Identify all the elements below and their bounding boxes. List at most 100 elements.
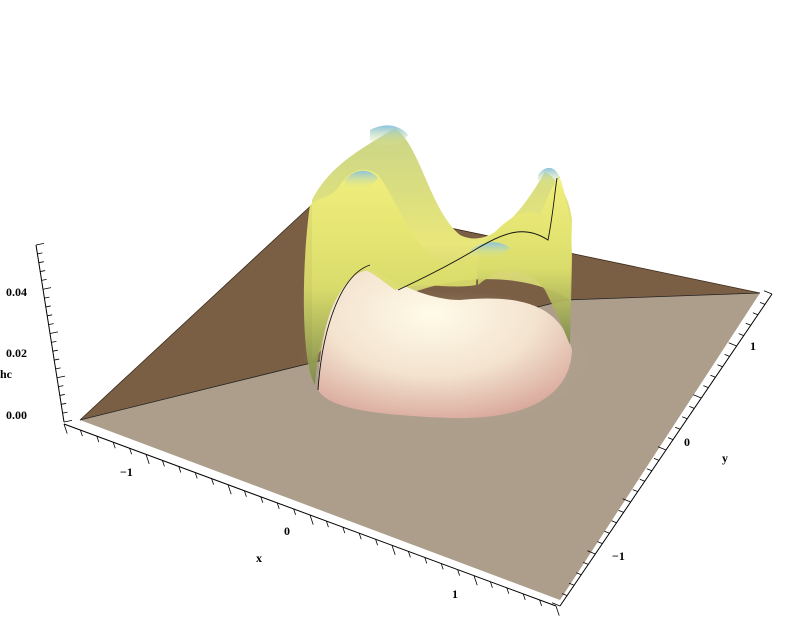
y-tick-mark [745,322,751,326]
y-tick-mark [674,426,681,430]
x-tick-mark [293,508,296,516]
y-tick-mark [657,446,667,451]
x-tick-mark [539,599,542,607]
x-tick-mark [194,472,198,479]
z-tick-mark [35,243,45,246]
z-tick-mark [62,411,68,414]
y-tick-mark [763,290,773,295]
x-tick-mark [424,557,428,564]
z-tick-mark [47,314,53,317]
x-tick-mark [457,569,460,576]
z-tick-mark [42,287,52,290]
z-tick-mark [59,394,65,396]
x-tick-mark [309,514,314,525]
y-tick-mark [561,593,568,596]
y-tick-mark [689,406,695,409]
z-tick-mark [56,375,66,379]
y-tick-mark [632,489,638,492]
x-tick-mark [342,527,346,534]
y-tick-mark [710,374,716,378]
z-tick-label: 0.00 [6,408,27,422]
x-tick-mark [260,496,264,503]
x-tick-mark [96,436,100,443]
y-axis-label: y [722,451,728,465]
x-tick-mark [506,587,510,594]
dome-surface [318,270,572,419]
rim-mesh-line [397,177,558,291]
x-axis: −1 0 1 x [63,423,560,616]
y-tick-mark [583,562,589,565]
y-tick-mark [618,510,624,513]
y-tick-label: −1 [612,549,625,563]
y-tick-mark [738,333,744,336]
x-tick-mark [227,484,232,495]
y-axis: −1 0 1 y [551,290,773,607]
peak-highlight-right [538,167,560,186]
y-tick-mark [568,582,575,586]
y-tick-mark [759,302,766,305]
x-tick-mark [391,545,396,556]
x-tick-mark [129,448,132,455]
y-tick-mark [576,572,582,576]
y-tick-mark [622,498,631,503]
x-tick-mark [63,423,68,434]
dome-edge-line [317,264,371,391]
z-tick-mark [44,296,50,299]
z-tick-label: 0.04 [6,285,27,299]
y-tick-mark [703,385,709,388]
y-tick-mark [693,394,702,399]
x-tick-mark [145,454,150,465]
x-tick-mark [326,520,329,528]
x-tick-mark [440,563,444,570]
z-tick-mark [48,323,54,326]
y-tick-mark [611,520,617,524]
y-tick-mark [653,458,660,461]
z-axis: 0.00 0.02 0.04 hc [0,243,73,423]
y-tick-mark [667,437,674,440]
y-tick-mark [587,550,596,555]
x-tick-mark [178,466,182,473]
x-tick-mark [244,490,247,497]
x-tick-mark [522,593,526,600]
rim-front-left [303,169,478,385]
y-tick-mark [724,354,730,357]
y-tick-label: 0 [684,435,690,449]
peak-highlight-left [345,170,378,190]
y-tick-mark [551,602,561,607]
z-tick-mark [49,331,59,334]
x-tick-mark [555,605,560,616]
z-tick-label: 0.02 [6,346,27,360]
x-tick-label: 0 [284,524,290,538]
z-tick-mark [54,358,60,361]
z-tick-mark [37,252,43,255]
x-tick-mark [276,502,280,509]
y-tick-mark [646,468,653,472]
x-tick-label: 1 [452,587,458,601]
z-axis-label: hc [0,367,13,381]
y-tick-mark [682,416,688,420]
z-tick-mark [52,349,58,352]
x-tick-mark [375,539,378,546]
peak-highlight-back [370,125,408,147]
y-tick-mark [597,541,603,544]
z-tick-mark [63,420,73,423]
y-tick-mark [717,364,723,368]
z-tick-mark [58,385,64,387]
z-tick-mark [45,305,51,308]
rim-front-right [478,176,572,345]
z-tick-mark [38,261,44,264]
z-tick-mark [41,279,47,281]
y-tick-mark [639,478,645,482]
x-tick-mark [473,575,478,586]
x-tick-mark [408,551,411,558]
x-tick-mark [211,478,214,485]
z-tick-mark [40,270,46,272]
x-tick-mark [80,429,83,437]
x-tick-label: −1 [120,465,133,479]
x-tick-mark [490,581,493,588]
y-tick-mark [728,342,737,347]
x-tick-mark [112,442,116,449]
z-tick-mark [55,367,61,370]
x-axis-label: x [256,551,262,565]
